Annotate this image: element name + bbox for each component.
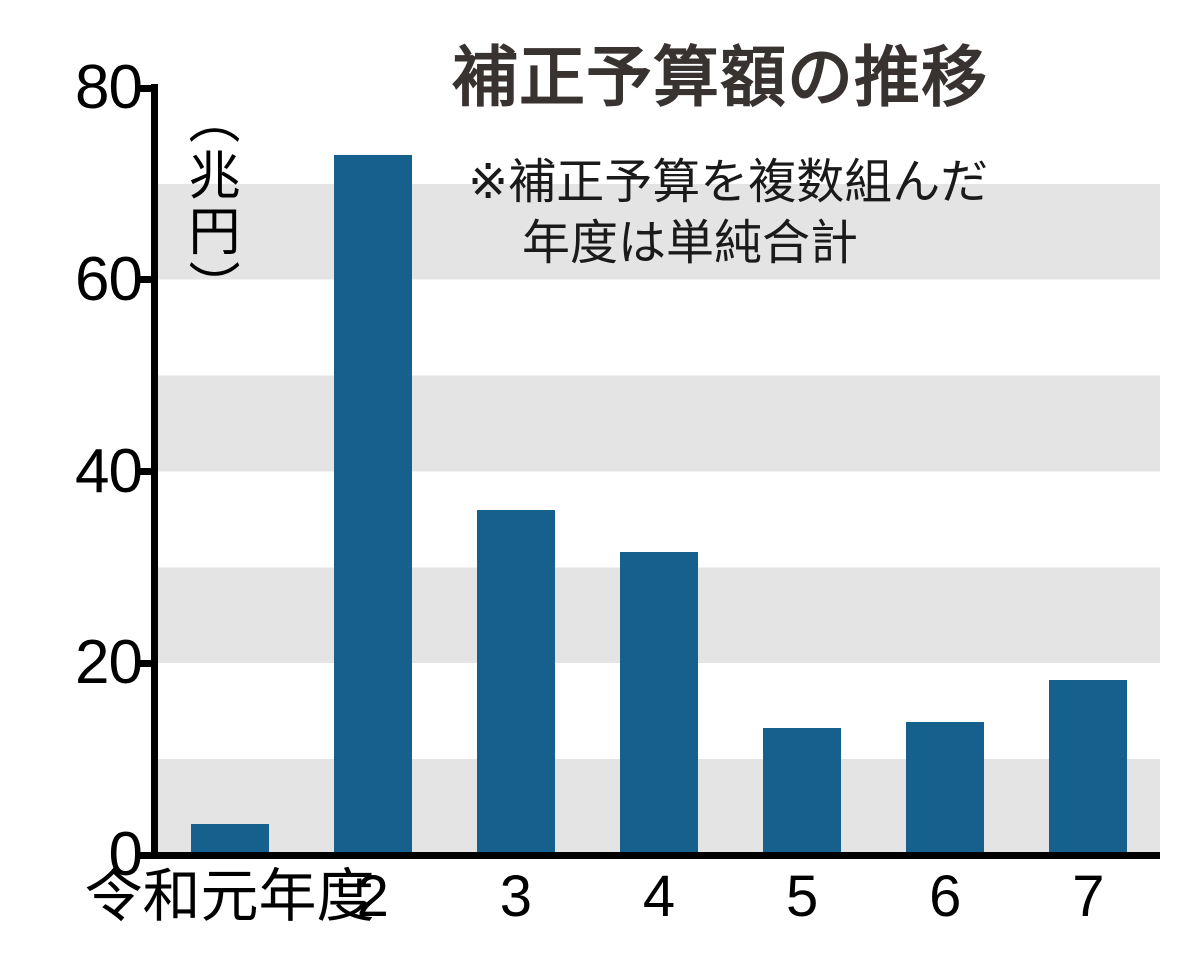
x-tick-label-4: 4 bbox=[642, 864, 676, 929]
x-tick-label-令和元年度: 令和元年度 bbox=[84, 864, 375, 929]
y-axis-line bbox=[151, 84, 158, 859]
bar-4 bbox=[620, 552, 698, 855]
x-tick-label-3: 3 bbox=[499, 864, 532, 929]
chart-note-line2: 年度は単純合計 bbox=[522, 217, 859, 271]
plot-area bbox=[158, 88, 1160, 855]
y-tick-mark-60 bbox=[135, 276, 152, 284]
y-tick-mark-40 bbox=[135, 468, 152, 475]
y-tick-label-60: 60 bbox=[75, 244, 143, 314]
chart-note: ※補正予算を複数組んだ 年度は単純合計 bbox=[468, 152, 988, 275]
y-tick-label-40: 40 bbox=[75, 436, 143, 506]
bar-6 bbox=[906, 721, 985, 855]
chart-note-line1: ※補正予算を複数組んだ bbox=[468, 156, 989, 209]
x-axis-line bbox=[151, 852, 1160, 859]
x-tick-label-2: 2 bbox=[356, 864, 389, 929]
y-tick-mark-80 bbox=[135, 84, 152, 92]
y-tick-mark-0 bbox=[135, 851, 152, 859]
bar-令和元年度 bbox=[190, 824, 269, 855]
bar-2 bbox=[333, 155, 412, 855]
y-axis-unit-label: （兆円） bbox=[180, 92, 238, 316]
y-tick-mark-20 bbox=[135, 659, 152, 667]
bar-5 bbox=[763, 728, 842, 855]
x-tick-label-6: 6 bbox=[929, 864, 962, 929]
x-tick-label-5: 5 bbox=[786, 864, 819, 929]
y-tick-label-80: 80 bbox=[75, 53, 143, 122]
bar-7 bbox=[1049, 679, 1128, 855]
x-tick-label-7: 7 bbox=[1072, 864, 1105, 929]
chart-title: 補正予算額の推移 bbox=[452, 40, 988, 114]
y-tick-label-20: 20 bbox=[75, 628, 143, 698]
bar-3 bbox=[476, 509, 555, 855]
